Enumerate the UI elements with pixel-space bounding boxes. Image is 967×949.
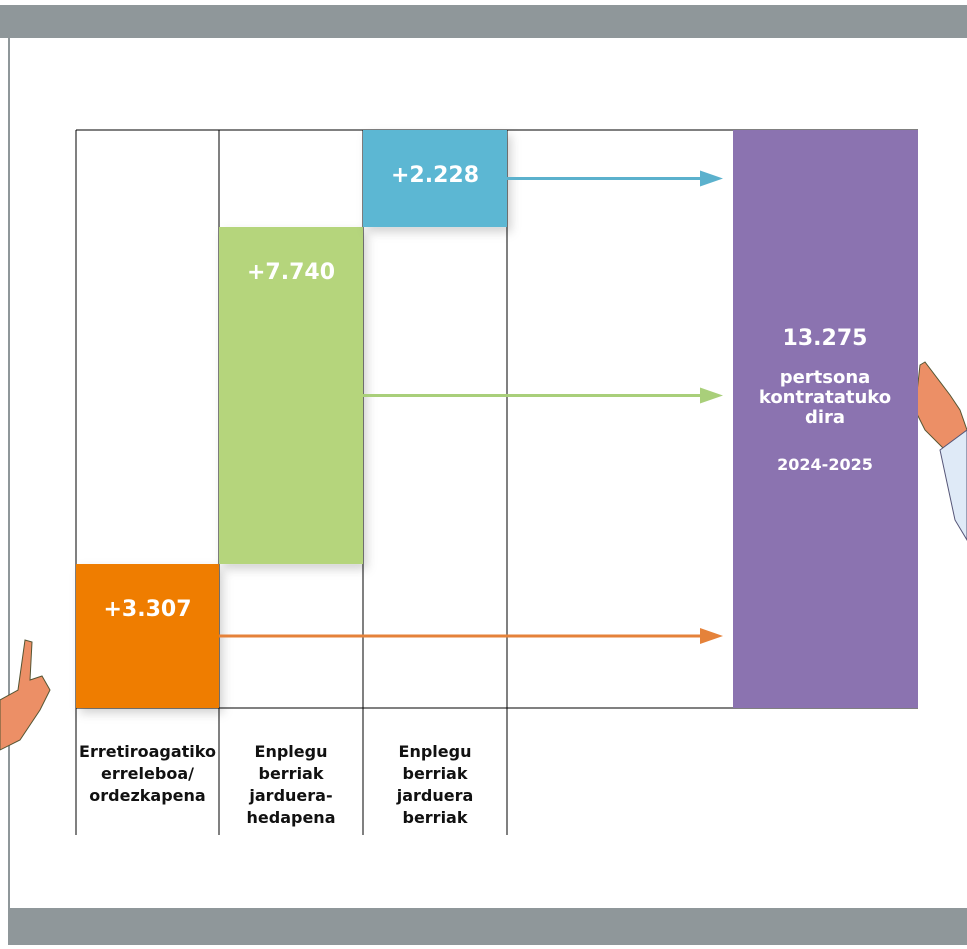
arrow-head [700, 170, 723, 187]
total-caption: dira [805, 407, 845, 428]
period: 2024-2025 [777, 455, 873, 474]
total-bar [733, 130, 918, 708]
hand-right [914, 361, 967, 541]
category-label: berriak [402, 808, 467, 827]
category-label: jarduera- [248, 786, 332, 805]
category-label: Enplegu [255, 742, 328, 761]
value-label: +3.307 [103, 597, 191, 622]
arrow-head [700, 628, 723, 645]
category-label: Enplegu [399, 742, 472, 761]
total-caption: kontratatuko [759, 387, 891, 408]
bar [219, 227, 363, 565]
bottom-band [8, 908, 967, 945]
category-label: Erretiroagatiko [79, 742, 216, 761]
category-label: erreleboa/ [101, 764, 194, 783]
category-label: ordezkapena [89, 786, 205, 805]
category-label: jarduera [396, 786, 474, 805]
top-band [0, 5, 967, 38]
value-label: +2.228 [391, 163, 479, 188]
left-border [8, 38, 10, 908]
arrow-head [700, 387, 723, 404]
total-caption: pertsona [780, 367, 871, 388]
category-label: hedapena [247, 808, 336, 827]
hand-left [0, 639, 51, 751]
category-label: berriak [258, 764, 323, 783]
bar [76, 564, 219, 708]
category-label: berriak [402, 764, 467, 783]
total-label: 13.275 [783, 326, 868, 351]
value-label: +7.740 [247, 260, 335, 285]
bar [363, 130, 507, 228]
